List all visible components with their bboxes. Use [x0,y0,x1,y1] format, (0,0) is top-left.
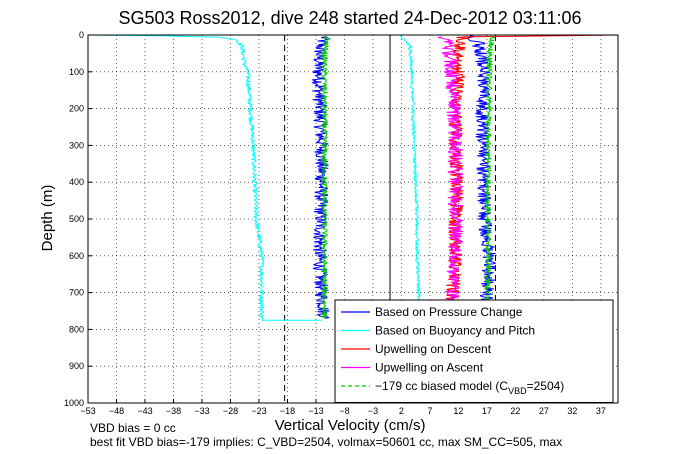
y-tick-label: 1000 [64,398,84,408]
y-tick-label: 100 [69,67,84,77]
x-tick-label: 7 [427,406,432,416]
legend-label-main: Based on Buoyancy and Pitch [375,324,535,338]
series-line [400,35,423,319]
series-line [311,36,331,319]
series-line [437,36,464,319]
x-tick-label: −48 [109,406,124,416]
legend-label: Based on Buoyancy and Pitch [375,324,535,338]
y-tick-label: 400 [69,177,84,187]
x-tick-label: 22 [510,406,520,416]
series-line [445,34,619,319]
legend-label-main: −179 cc biased model (C [375,379,508,393]
x-tick-label: −13 [308,406,323,416]
x-tick-label: 32 [567,406,577,416]
x-axis-label: Vertical Velocity (cm/s) [275,417,426,434]
x-tick-label: −23 [251,406,266,416]
chart-title: SG503 Ross2012, dive 248 started 24-Dec-… [119,8,582,28]
y-tick-label: 800 [69,324,84,334]
series-line [467,35,496,319]
x-tick-label: −38 [166,406,181,416]
legend-label-tail: =2504) [527,379,565,393]
y-tick-label: 600 [69,251,84,261]
series-line [321,36,330,319]
x-tick-label: −28 [223,406,238,416]
series-lines [88,34,619,321]
legend-box [334,299,614,403]
x-tick-label: 12 [453,406,463,416]
x-tick-label: −8 [339,406,349,416]
x-tick-label: 27 [539,406,549,416]
y-tick-label: 0 [79,30,84,40]
legend-label-main: Upwelling on Ascent [375,361,484,375]
ticks: −53 −48 −43 −38 −33 −28 −23 −18 −13 −8 −3 2 7 12 17 22 2… [64,30,606,416]
legend-label: Upwelling on Ascent [375,361,484,375]
legend-label: Upwelling on Descent [375,342,492,356]
legend: Based on Pressure Change Based on Buoyanc… [334,299,614,403]
legend-label: Based on Pressure Change [375,305,523,319]
footer-line-1: VBD bias = 0 cc [90,421,176,435]
y-tick-label: 900 [69,361,84,371]
x-tick-label: −3 [368,406,378,416]
y-tick-label: 500 [69,214,84,224]
x-tick-label: −53 [80,406,95,416]
x-tick-label: 37 [596,406,606,416]
legend-label-main: Upwelling on Descent [375,342,492,356]
footer-line-2: best fit VBD bias=-179 implies: C_VBD=25… [90,435,562,449]
x-tick-label: −33 [194,406,209,416]
legend-label: −179 cc biased model (CVBD=2504) [375,379,564,396]
series-line [88,34,322,321]
series-line [483,36,496,319]
x-tick-label: 2 [399,406,404,416]
y-axis-label: Depth (m) [39,185,56,252]
y-tick-label: 300 [69,140,84,150]
x-tick-label: −43 [137,406,152,416]
y-tick-label: 700 [69,288,84,298]
legend-label-subscript: VBD [508,386,527,396]
x-tick-label: 17 [482,406,492,416]
y-tick-label: 200 [69,104,84,114]
legend-label-main: Based on Pressure Change [375,305,523,319]
x-tick-label: −18 [280,406,295,416]
